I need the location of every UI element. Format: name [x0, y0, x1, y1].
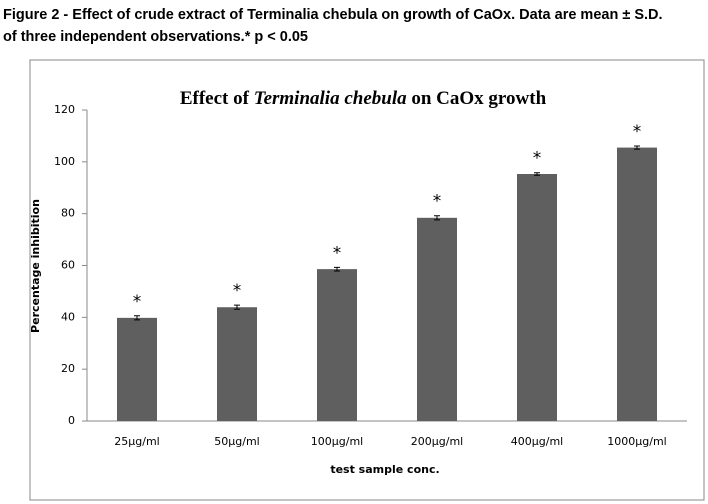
error-bar [434, 215, 440, 221]
chart-frame [29, 59, 705, 501]
bar [117, 317, 157, 421]
y-tick-label: 0 [68, 414, 75, 427]
y-tick-label: 120 [54, 103, 75, 116]
error-bar [134, 315, 140, 321]
y-axis-label: Percentage inhibition [29, 199, 42, 333]
title-part: Effect of [180, 88, 254, 109]
significance-marker: * [333, 243, 342, 263]
significance-marker: * [433, 192, 442, 212]
error-bar [534, 172, 540, 176]
significance-marker: * [533, 149, 542, 169]
x-tick-label: 200µg/ml [411, 435, 463, 448]
title-part: Terminalia chebula [254, 88, 407, 109]
x-tick-label: 1000µg/ml [607, 435, 666, 448]
bar [417, 217, 457, 421]
significance-marker: * [133, 292, 142, 312]
bar [617, 147, 657, 421]
significance-marker: * [633, 122, 642, 142]
error-bar [334, 266, 340, 272]
bar [317, 269, 357, 421]
x-tick-label: 25µg/ml [114, 435, 159, 448]
y-tick-label: 80 [61, 207, 75, 220]
x-tick-label: 100µg/ml [311, 435, 363, 448]
title-part: on CaOx growth [407, 88, 547, 109]
caption-line: Figure 2 - Effect of crude extract of Te… [3, 7, 663, 23]
y-tick-label: 20 [61, 362, 75, 375]
significance-marker: * [233, 281, 242, 301]
error-bar [634, 145, 640, 150]
bar [217, 307, 257, 421]
y-tick-label: 100 [54, 155, 75, 168]
x-tick-label: 400µg/ml [511, 435, 563, 448]
error-bar [234, 304, 240, 310]
bar [517, 174, 557, 421]
y-tick-label: 40 [61, 310, 75, 323]
caption-line: of three independent observations.* p < … [3, 29, 308, 45]
x-tick-label: 50µg/ml [214, 435, 259, 448]
x-axis-label: test sample conc. [330, 463, 439, 476]
y-tick-label: 60 [61, 259, 75, 272]
chart-title: Effect of Terminalia chebula on CaOx gro… [180, 88, 547, 109]
